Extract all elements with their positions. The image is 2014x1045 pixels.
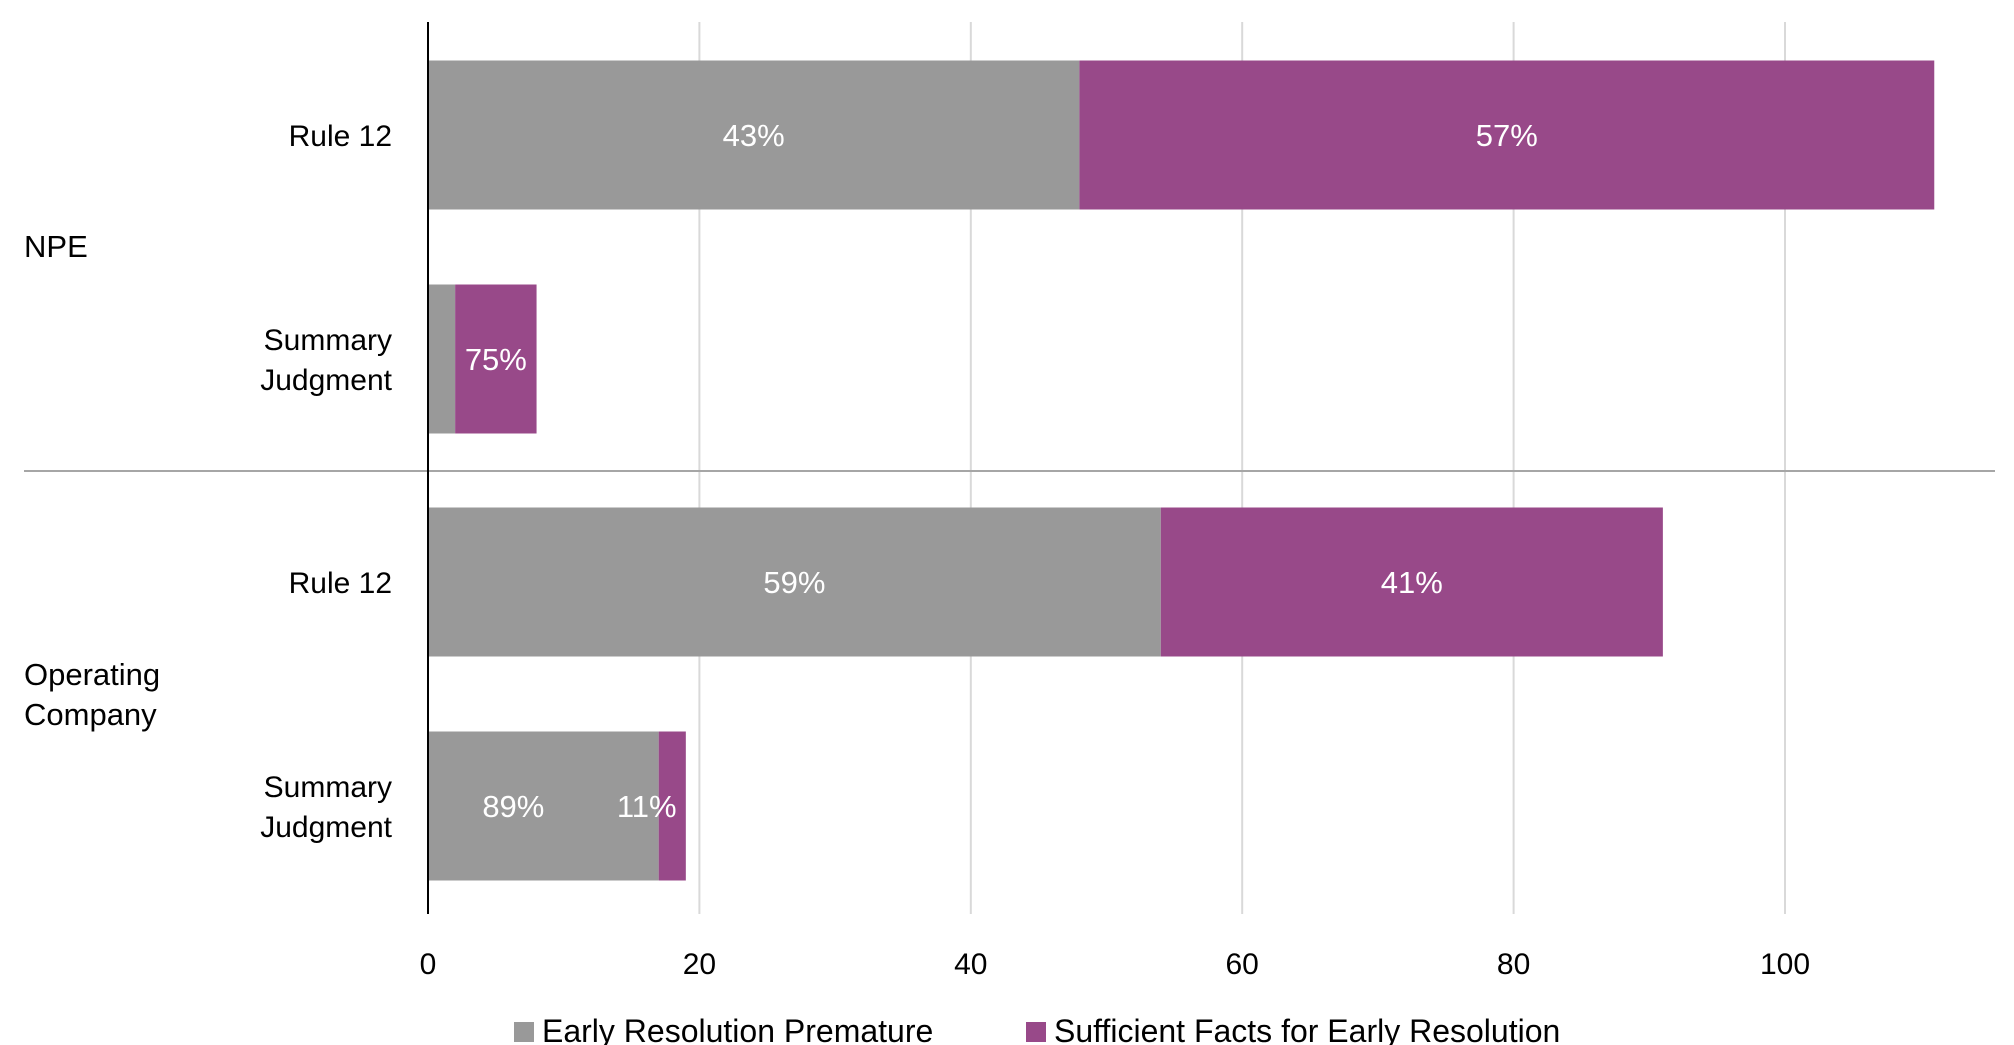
x-tick-label: 60 bbox=[1226, 948, 1259, 981]
data-label: 89% bbox=[482, 789, 544, 824]
x-tick-label: 20 bbox=[683, 948, 716, 981]
group-label: Operating bbox=[24, 657, 160, 692]
category-label: Judgment bbox=[260, 811, 392, 844]
category-label: Rule 12 bbox=[289, 567, 392, 600]
data-label: 59% bbox=[763, 565, 825, 600]
x-tick-label: 0 bbox=[420, 948, 437, 981]
data-label: 57% bbox=[1476, 118, 1538, 153]
data-label: 41% bbox=[1381, 565, 1443, 600]
labels: 43% 57% Rule 12 75% Summary Judgment 59% 41% Rul… bbox=[24, 118, 1538, 844]
x-tick-label: 40 bbox=[954, 948, 987, 981]
data-label: 11% bbox=[617, 789, 677, 824]
x-tick-label: 80 bbox=[1497, 948, 1530, 981]
group-label: NPE bbox=[24, 229, 88, 264]
legend-swatch bbox=[514, 1022, 534, 1042]
legend-swatch bbox=[1026, 1022, 1046, 1042]
legend-label: Early Resolution Premature bbox=[542, 1013, 933, 1045]
data-label: 75% bbox=[465, 342, 527, 377]
category-label: Summary bbox=[264, 324, 392, 357]
legend: Early Resolution Premature Sufficient Fac… bbox=[514, 1013, 1560, 1045]
data-label: 43% bbox=[723, 118, 785, 153]
bar-segment bbox=[428, 285, 455, 434]
x-tick-label: 100 bbox=[1760, 948, 1810, 981]
category-label: Rule 12 bbox=[289, 120, 392, 153]
category-label: Judgment bbox=[260, 364, 392, 397]
group-label: Company bbox=[24, 697, 157, 732]
legend-label: Sufficient Facts for Early Resolution bbox=[1054, 1013, 1560, 1045]
category-label: Summary bbox=[264, 771, 392, 804]
